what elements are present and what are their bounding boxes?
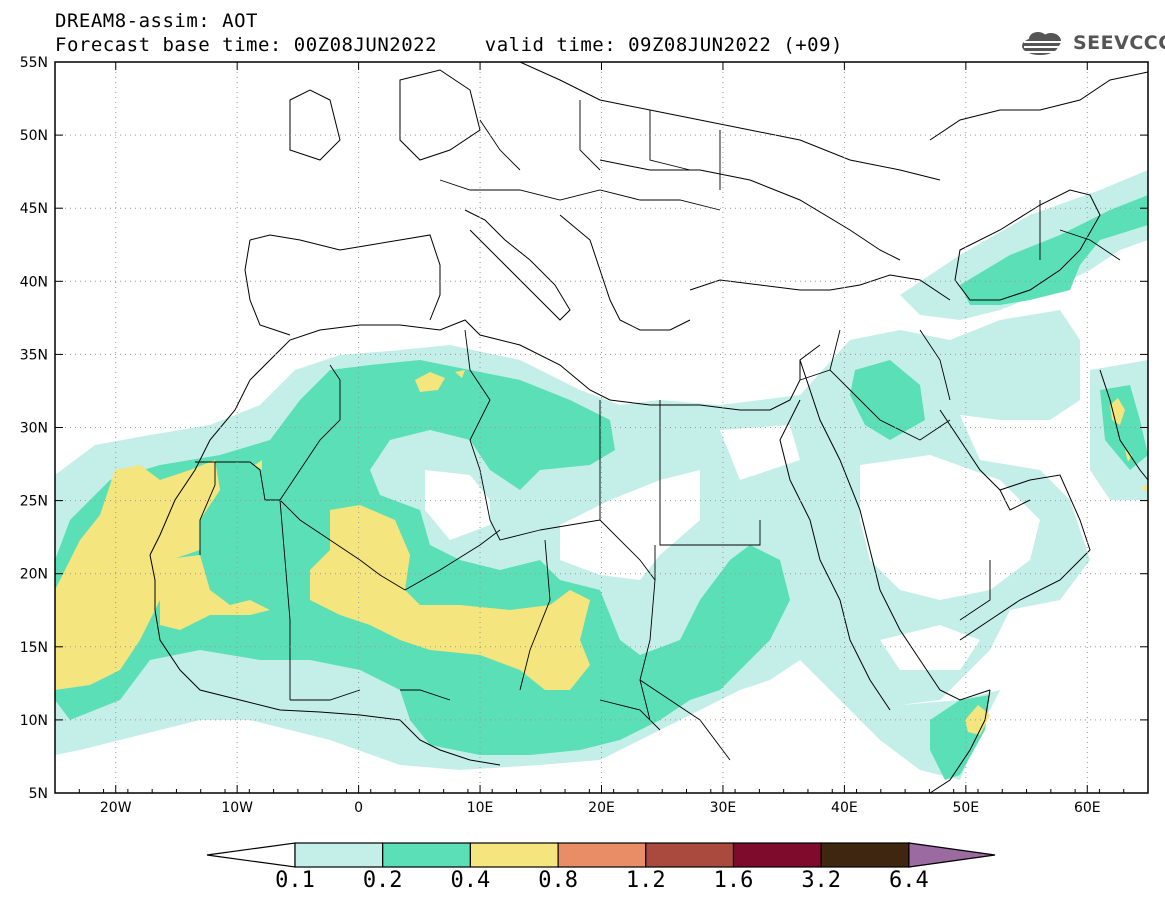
lat-tick-label: 10N	[20, 713, 48, 729]
lat-tick-label: 20N	[20, 567, 48, 583]
logo-text: SEEVCCC	[1073, 32, 1165, 54]
lat-tick-label: 15N	[20, 640, 48, 656]
colorbar-label: 0.8	[538, 868, 578, 893]
colorbar-label: 1.2	[625, 868, 666, 893]
colorbar-bin	[469, 842, 559, 868]
cloud-icon	[1022, 32, 1064, 55]
colorbar-bin	[645, 842, 735, 868]
lat-tick-label: 45N	[20, 201, 48, 217]
coastlines	[149, 62, 1148, 793]
lon-tick-label: 20E	[588, 800, 615, 816]
aot-fields	[55, 170, 1148, 780]
lon-tick-label: 40E	[831, 800, 858, 816]
colorbar-label: 0.1	[275, 868, 315, 893]
lon-tick-label: 10E	[467, 800, 494, 816]
chart-title: DREAM8-assim: AOT	[55, 10, 258, 32]
lat-tick-label: 35N	[20, 347, 48, 363]
lat-tick-label: 25N	[20, 494, 48, 510]
lon-tick-label: 60E	[1074, 800, 1101, 816]
colorbar-label: 3.2	[801, 868, 842, 893]
lon-tick-label: 10W	[221, 800, 253, 816]
lat-tick-label: 5N	[29, 786, 48, 802]
country-borders	[195, 100, 1121, 761]
axis-ticks	[54, 61, 1149, 794]
colorbar-label: 0.4	[450, 868, 491, 893]
colorbar-bin	[820, 842, 910, 868]
lat-tick-label: 40N	[20, 274, 48, 290]
colorbar-labels: 0.1 0.2 0.4 0.8 1.2 1.6 3.2 6.4	[0, 868, 1165, 898]
colorbar-bin	[294, 842, 384, 868]
lon-tick-label: 0	[354, 800, 363, 816]
colorbar-bin	[732, 842, 822, 868]
colorbar-under-triangle	[206, 842, 296, 868]
colorbar	[206, 842, 996, 868]
colorbar-label: 0.2	[362, 868, 403, 893]
lon-tick-label: 20W	[100, 800, 132, 816]
lon-tick-label: 30E	[710, 800, 737, 816]
lat-tick-label: 55N	[20, 55, 48, 71]
aot-level-0.4	[55, 370, 1148, 735]
colorbar-label: 6.4	[889, 868, 929, 893]
colorbar-bin	[382, 842, 472, 868]
lon-tick-label: 50E	[952, 800, 979, 816]
forecast-time-line: Forecast base time: 00Z08JUN2022 valid t…	[55, 34, 843, 56]
grid-lines	[55, 62, 1148, 793]
axis-tick-labels: 20W 10W 0 10E 20E 30E 40E 50E 60E 55N 50N 45N 40N 35N…	[20, 55, 1101, 816]
colorbar-bin	[557, 842, 647, 868]
colorbar-label: 1.6	[713, 868, 754, 893]
lat-tick-label: 30N	[20, 421, 48, 437]
lat-tick-label: 50N	[20, 128, 48, 144]
aot-level-0.2	[55, 195, 1148, 780]
aot-clear-areas	[425, 425, 1040, 670]
colorbar-over-triangle	[908, 842, 996, 868]
